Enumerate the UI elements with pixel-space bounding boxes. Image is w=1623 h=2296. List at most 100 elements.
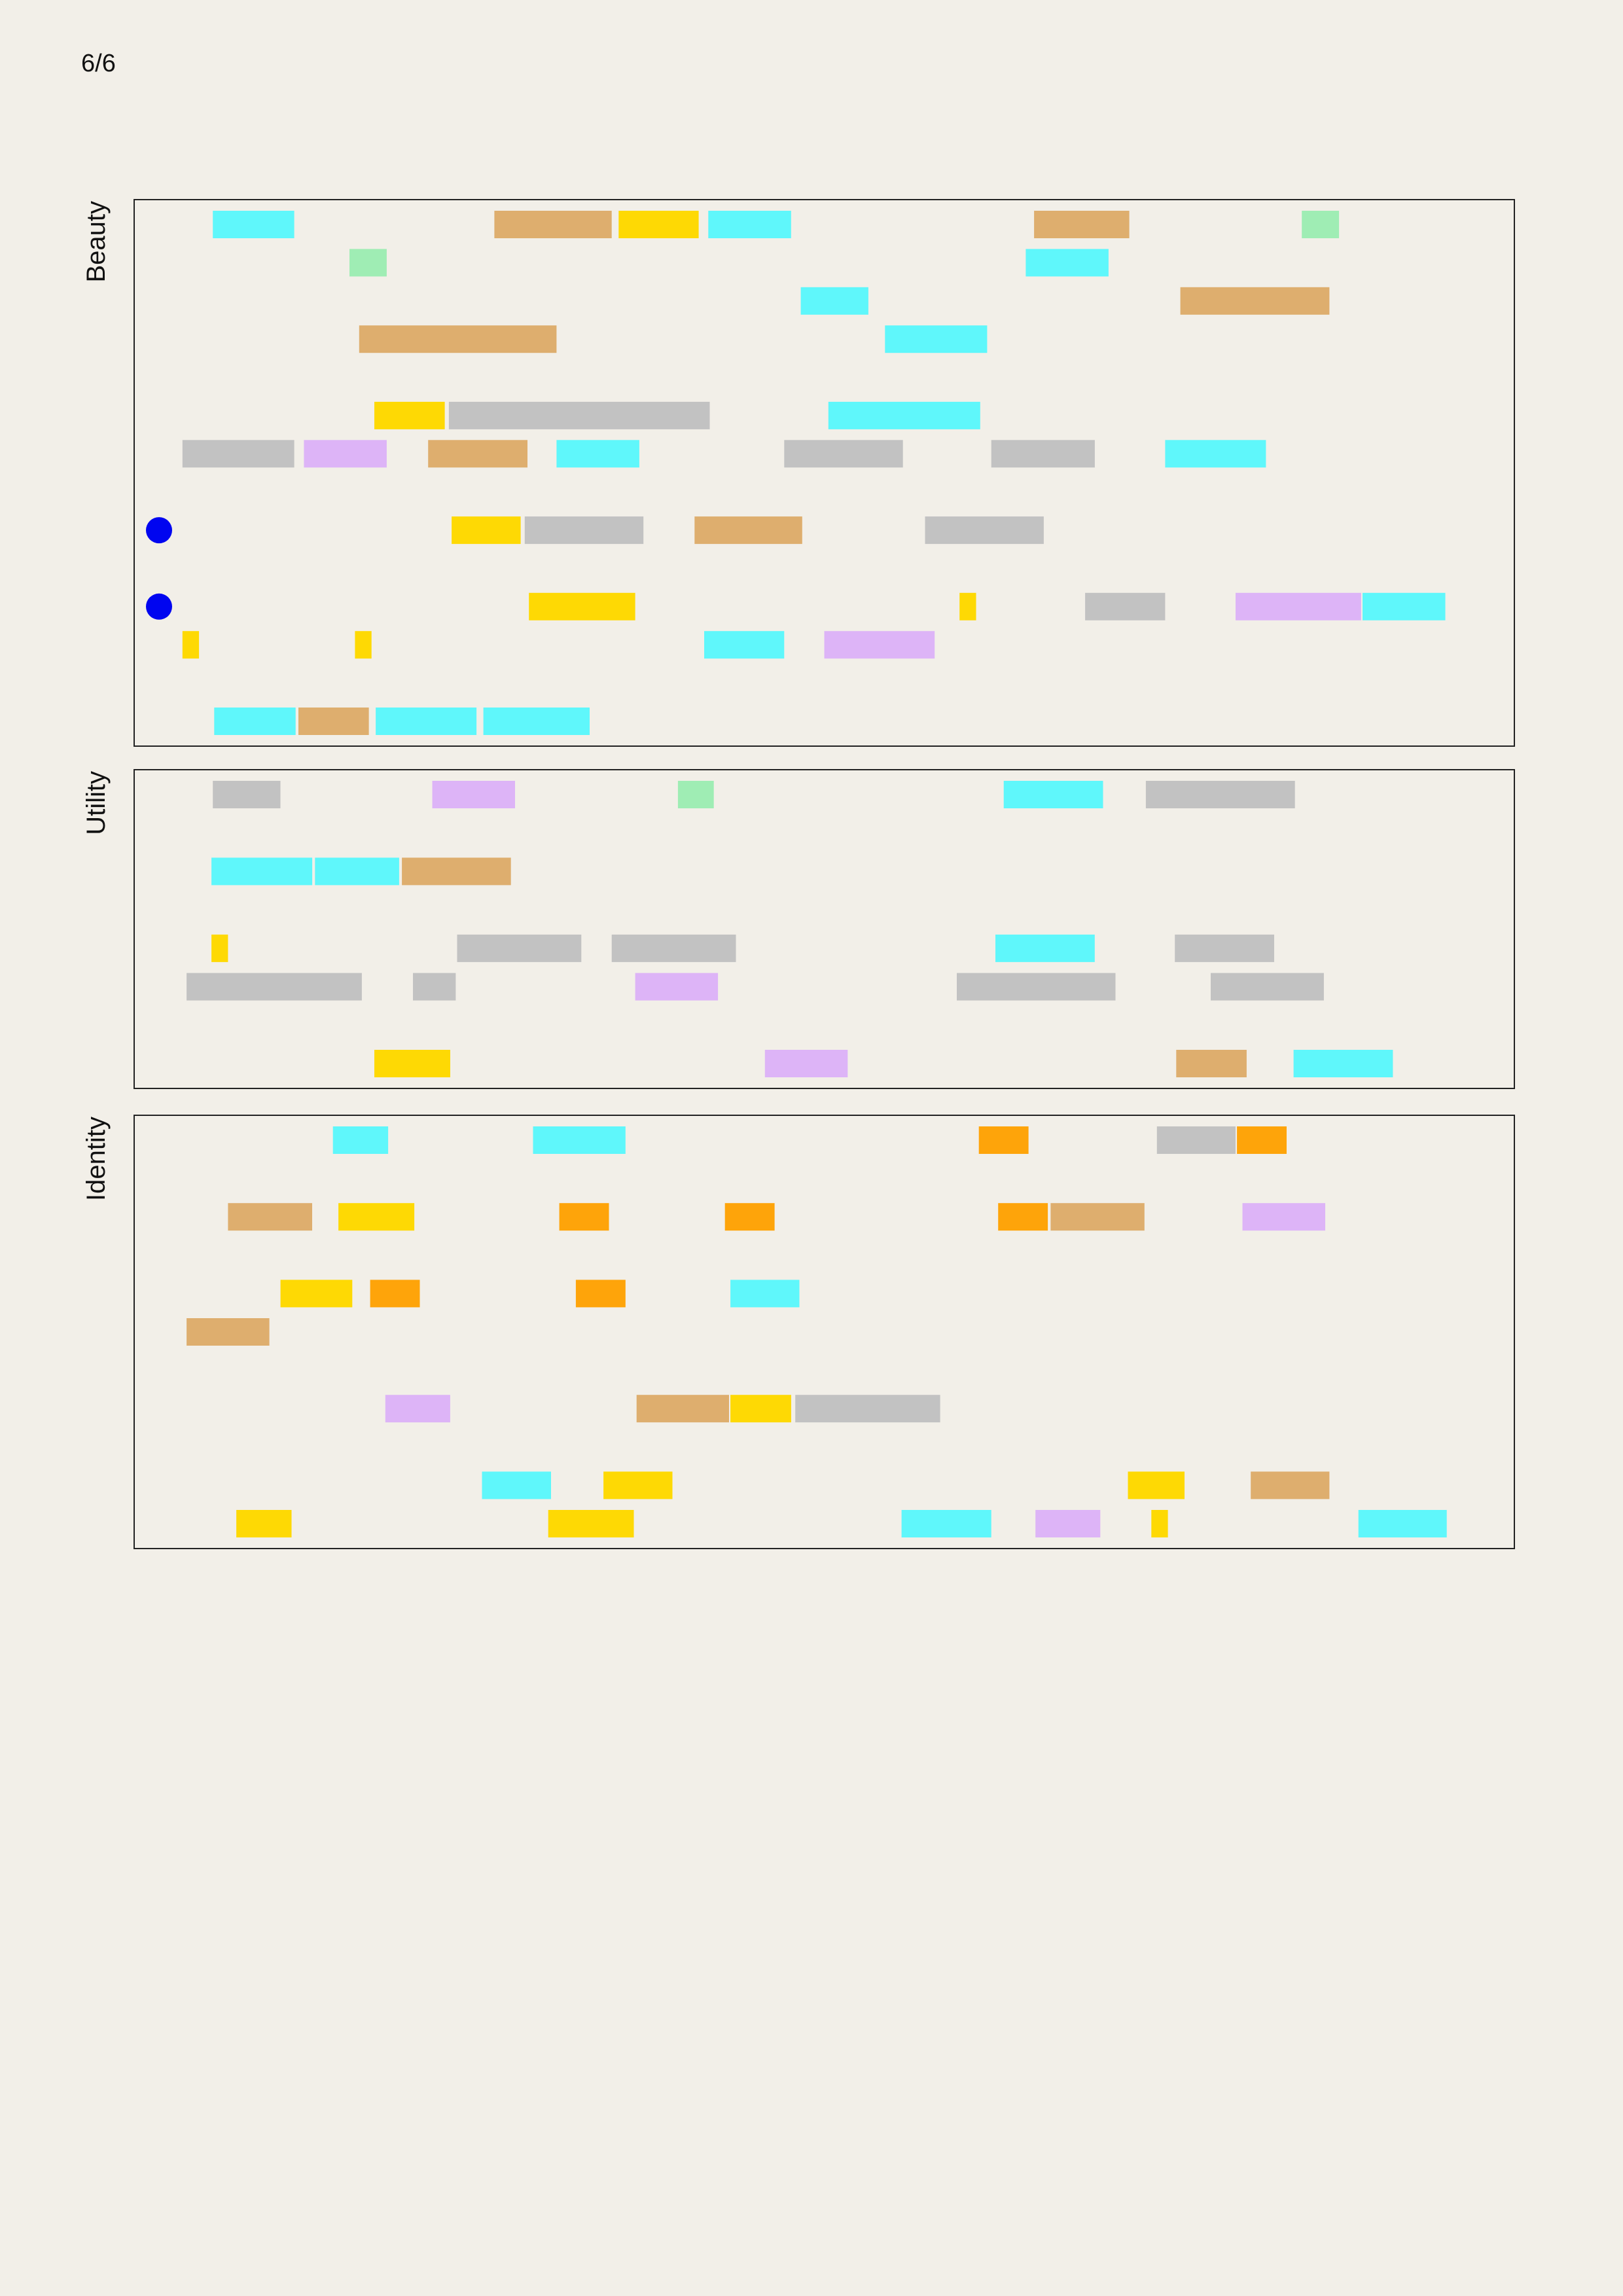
- bar-tan: [1251, 1471, 1330, 1499]
- bar-tan: [694, 516, 802, 545]
- bar-tan: [494, 211, 612, 238]
- bar-cyan: [901, 1510, 991, 1537]
- bar-yellow: [355, 631, 372, 659]
- bar-gray: [1085, 592, 1166, 620]
- bar-tan: [1034, 211, 1130, 238]
- bar-orange: [998, 1203, 1048, 1231]
- panel-frame: [134, 1115, 1515, 1549]
- bar-lavender: [1236, 592, 1361, 620]
- bar-cyan: [533, 1126, 626, 1154]
- bar-cyan: [482, 1471, 551, 1499]
- bar-orange: [724, 1203, 775, 1231]
- bar-gray: [784, 440, 903, 468]
- bar-gray: [957, 973, 1116, 1001]
- page-number: 6/6: [81, 50, 116, 77]
- bar-lavender: [304, 440, 387, 468]
- bar-cyan: [1363, 592, 1446, 620]
- marker-dot: [146, 517, 172, 544]
- bar-yellow: [618, 211, 699, 238]
- bar-gray: [524, 516, 644, 545]
- bar-yellow: [236, 1510, 292, 1537]
- bar-gray: [187, 973, 362, 1001]
- bar-cyan: [556, 440, 639, 468]
- bar-cyan: [704, 631, 785, 659]
- bar-green: [349, 249, 387, 277]
- bar-cyan: [995, 934, 1095, 962]
- bar-gray: [448, 401, 710, 429]
- bar-gray: [1145, 781, 1295, 808]
- bar-orange: [978, 1126, 1029, 1154]
- bar-gray: [182, 440, 294, 468]
- bar-lavender: [635, 973, 719, 1001]
- bar-tan: [187, 1318, 270, 1346]
- bar-orange: [559, 1203, 609, 1231]
- bar-gray: [413, 973, 456, 1001]
- bar-green: [677, 781, 714, 808]
- bar-cyan: [708, 211, 791, 238]
- bar-gray: [991, 440, 1095, 468]
- panel-frame: [134, 769, 1515, 1089]
- bar-yellow: [1128, 1471, 1185, 1499]
- bar-cyan: [1358, 1510, 1447, 1537]
- bar-gray: [1175, 934, 1274, 962]
- bar-gray: [1156, 1126, 1236, 1154]
- bar-yellow: [374, 1050, 450, 1077]
- bar-lavender: [385, 1395, 450, 1423]
- bar-yellow: [959, 592, 976, 620]
- bar-cyan: [730, 1280, 800, 1308]
- bar-gray: [795, 1395, 940, 1423]
- panel-beauty: Beauty: [82, 199, 1515, 747]
- bar-yellow: [1151, 1510, 1168, 1537]
- bar-orange: [1237, 1126, 1287, 1154]
- bar-gray: [611, 934, 736, 962]
- bar-tan: [1176, 1050, 1247, 1077]
- bar-tan: [402, 857, 511, 886]
- panel-label: Utility: [82, 771, 111, 835]
- bar-yellow: [182, 631, 200, 659]
- bar-cyan: [214, 708, 296, 735]
- bar-cyan: [1026, 249, 1109, 277]
- bar-yellow: [374, 401, 445, 429]
- bar-lavender: [1242, 1203, 1325, 1231]
- bar-cyan: [315, 857, 399, 886]
- bar-tan: [636, 1395, 729, 1423]
- bar-cyan: [885, 325, 988, 353]
- bar-yellow: [529, 592, 635, 620]
- bar-cyan: [376, 708, 477, 735]
- bar-cyan: [1165, 440, 1266, 468]
- bar-yellow: [452, 516, 521, 545]
- bar-gray: [1211, 973, 1324, 1001]
- bar-tan: [428, 440, 527, 468]
- bar-lavender: [1035, 1510, 1101, 1537]
- bar-cyan: [213, 211, 294, 238]
- bar-cyan: [211, 857, 313, 886]
- panel-label: Beauty: [82, 201, 111, 283]
- bar-orange: [370, 1280, 420, 1308]
- bar-cyan: [1003, 781, 1103, 808]
- bar-lavender: [824, 631, 935, 659]
- bar-cyan: [483, 708, 590, 735]
- bar-gray: [925, 516, 1044, 545]
- bar-cyan: [332, 1126, 389, 1154]
- bar-yellow: [211, 934, 228, 962]
- panel-label: Identity: [82, 1117, 111, 1201]
- bar-tan: [1180, 287, 1330, 315]
- bar-gray: [457, 934, 582, 962]
- bar-yellow: [280, 1280, 353, 1308]
- bar-cyan: [828, 401, 980, 429]
- bar-lavender: [432, 781, 515, 808]
- bar-tan: [228, 1203, 312, 1231]
- bar-yellow: [603, 1471, 673, 1499]
- bar-yellow: [730, 1395, 791, 1423]
- bar-tan: [298, 708, 369, 735]
- bar-green: [1302, 211, 1340, 238]
- bar-lavender: [764, 1050, 848, 1077]
- bar-yellow: [338, 1203, 415, 1231]
- panel-identity: Identity: [82, 1115, 1515, 1549]
- marker-dot: [146, 593, 172, 620]
- bar-cyan: [1293, 1050, 1393, 1077]
- panel-utility: Utility: [82, 769, 1515, 1089]
- bar-tan: [359, 325, 557, 353]
- bar-cyan: [800, 287, 868, 315]
